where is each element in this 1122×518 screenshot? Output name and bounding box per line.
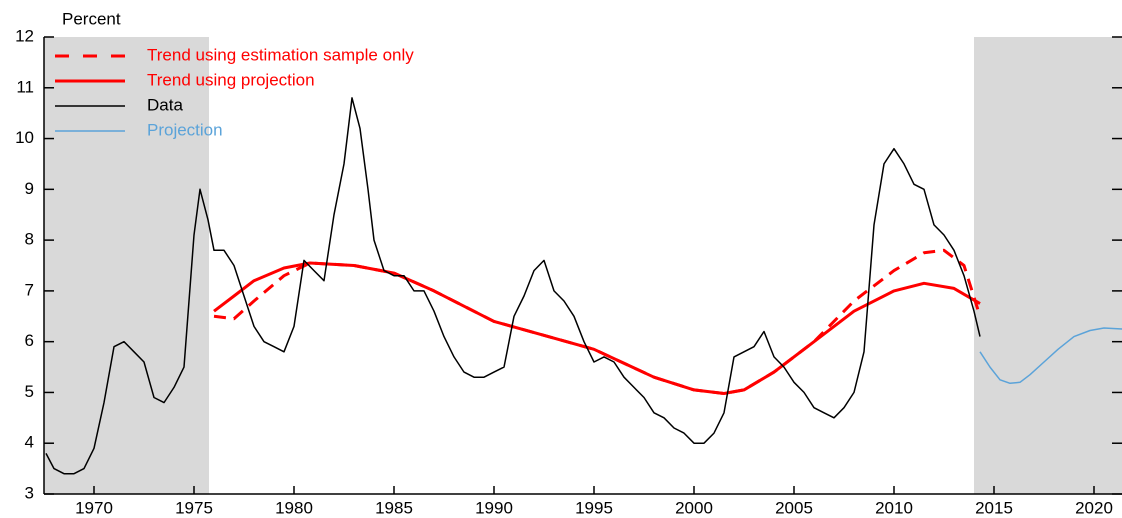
y-tick-label: 10 — [15, 128, 34, 147]
x-tick-label: 2010 — [875, 498, 913, 517]
series-line — [45, 97, 981, 475]
shaded-region — [974, 37, 1122, 494]
y-tick-label: 3 — [25, 483, 34, 502]
x-tick-label: 1980 — [275, 498, 313, 517]
y-tick-label: 7 — [25, 280, 34, 299]
legend-label: Trend using projection — [147, 70, 315, 89]
x-tick-label: 1985 — [375, 498, 413, 517]
y-tick-label: 4 — [25, 433, 34, 452]
x-tick-label: 1975 — [175, 498, 213, 517]
y-tick-label: 12 — [15, 26, 34, 45]
x-tick-label: 1970 — [75, 498, 113, 517]
x-tick-label: 1995 — [575, 498, 613, 517]
legend-label: Projection — [147, 120, 223, 139]
y-tick-label: 5 — [25, 382, 34, 401]
x-tick-label: 2020 — [1075, 498, 1113, 517]
y-tick-label: 11 — [16, 77, 34, 96]
x-tick-label: 2005 — [775, 498, 813, 517]
series-line — [979, 327, 1122, 385]
y-tick-label: 6 — [25, 331, 34, 350]
y-tick-label: 8 — [25, 230, 34, 249]
x-tick-label: 2000 — [675, 498, 713, 517]
x-tick-label: 2015 — [975, 498, 1013, 517]
x-tick-label: 1990 — [475, 498, 513, 517]
y-tick-label: 9 — [25, 179, 34, 198]
series-line — [213, 261, 981, 395]
legend-label: Data — [147, 95, 183, 114]
shaded-region — [44, 37, 209, 494]
series-line — [213, 248, 982, 395]
legend-label: Trend using estimation sample only — [147, 45, 414, 64]
y-axis-label: Percent — [62, 9, 121, 28]
